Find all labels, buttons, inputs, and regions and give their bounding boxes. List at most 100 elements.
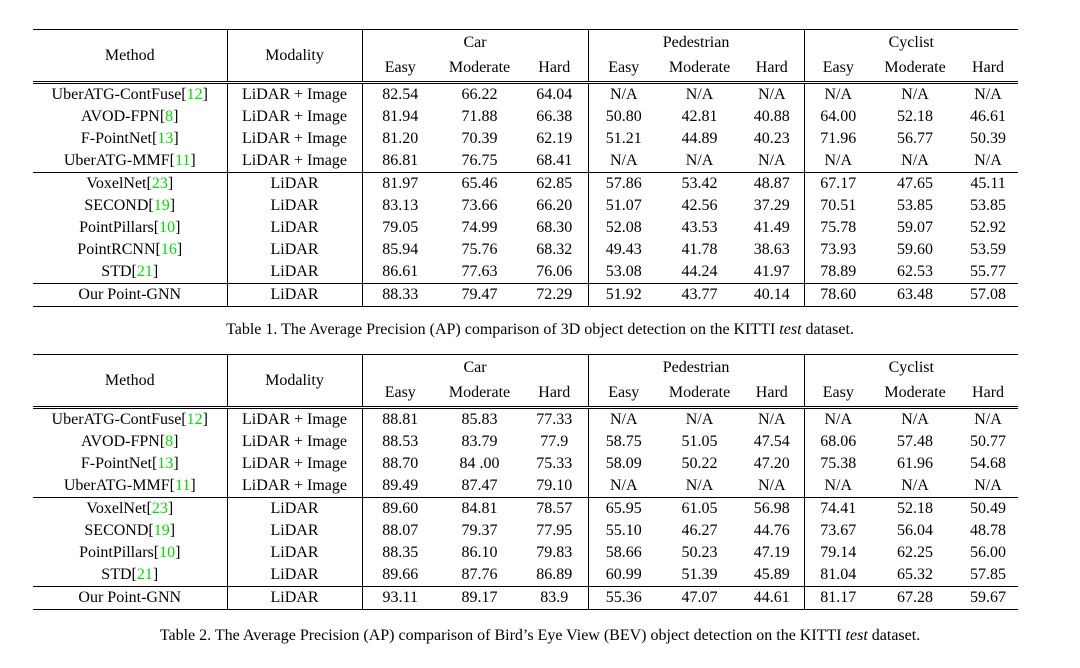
value-cell: 51.07 [587, 195, 660, 217]
value-cell: 68.06 [803, 431, 873, 453]
citation-ref[interactable]: 11 [174, 152, 191, 169]
value-cell: 81.97 [361, 172, 438, 195]
value-cell: 84 .00 [459, 455, 500, 472]
citation-ref[interactable]: 12 [186, 86, 203, 103]
value-cell: N/A [901, 152, 929, 169]
value-cell: 51.92 [587, 283, 660, 307]
value-cell: N/A [803, 82, 873, 106]
value-cell: N/A [803, 150, 873, 173]
citation-ref[interactable]: 8 [165, 108, 174, 125]
table-row: UberATG-ContFuse[12] LiDAR + Image 88.81 85… [33, 407, 1018, 431]
value-cell: 88.70 [361, 453, 438, 475]
citation-ref[interactable]: 13 [157, 130, 174, 147]
header-group-car: Car [361, 29, 589, 55]
table-row: UberATG-MMF[11] LiDAR + Image 89.49 87.47 79… [33, 475, 1018, 498]
value-cell: 47.54 [753, 433, 790, 450]
value-cell: 62.19 [536, 130, 573, 147]
citation-ref[interactable]: 23 [151, 175, 168, 192]
value-cell: 42.56 [681, 197, 718, 214]
citation-ref[interactable]: 10 [159, 219, 176, 236]
value-cell: 72.29 [521, 283, 589, 307]
value-cell: 79.37 [461, 522, 498, 539]
value-cell: 56.77 [897, 130, 934, 147]
method-cell: PointPillars[10] [79, 219, 181, 236]
value-cell: 78.57 [521, 497, 589, 520]
citation-ref[interactable]: 11 [174, 477, 191, 494]
value-cell: N/A [974, 86, 1002, 103]
value-cell: 53.42 [659, 172, 741, 195]
value-cell: 73.66 [461, 197, 498, 214]
value-cell: 51.39 [681, 566, 718, 583]
value-cell: 88.35 [361, 542, 438, 564]
value-cell: 76.06 [536, 263, 573, 280]
value-cell: 62.53 [897, 263, 934, 280]
modality-cell: LiDAR + Image [226, 453, 362, 475]
value-cell: N/A [803, 475, 873, 498]
modality-cell: LiDAR [226, 172, 362, 195]
method-cell: UberATG-MMF[11] [63, 477, 196, 494]
value-cell: 61.05 [659, 497, 741, 520]
value-cell: 70.39 [461, 130, 498, 147]
value-cell: 46.27 [681, 522, 718, 539]
value-cell: N/A [685, 477, 714, 494]
method-cell: VoxelNet[23] [33, 497, 227, 520]
value-cell: 42.81 [681, 108, 718, 125]
table-row: Our Point-GNN LiDAR 88.33 79.47 72.29 51.92 43… [33, 283, 1019, 307]
value-cell: N/A [757, 86, 786, 103]
header-modality: Modality [226, 354, 362, 409]
citation-ref[interactable]: 19 [153, 197, 170, 214]
value-cell: 79.14 [803, 542, 873, 564]
header-difficulty-hard: Hard [958, 55, 1019, 84]
modality-cell: LiDAR [226, 283, 362, 307]
method-cell: UberATG-MMF[11] [63, 152, 196, 169]
value-cell: 88.07 [361, 520, 438, 542]
table-row: AVOD-FPN[8] LiDAR + Image 81.94 71.88 66.38 5… [33, 106, 1018, 128]
value-cell: 52.92 [970, 219, 1007, 236]
caption-text: dataset. [867, 627, 921, 644]
value-cell: 93.11 [361, 586, 438, 610]
value-cell: 54.68 [970, 455, 1007, 472]
citation-ref[interactable]: 12 [186, 411, 203, 428]
value-cell: 43.77 [659, 283, 741, 307]
value-cell: 50.23 [681, 544, 718, 561]
value-cell: 51.21 [587, 128, 660, 150]
header-row-difficulties: Easy Moderate Hard Easy Moderate Hard Easy Mode… [33, 380, 1019, 409]
value-cell: 62.25 [897, 544, 934, 561]
header-difficulty-moderate: Moderate [872, 55, 959, 84]
table-2-body: UberATG-ContFuse[12] LiDAR + Image 88.81 85… [33, 407, 1019, 610]
header-group-cyclist: Cyclist [803, 354, 1019, 380]
value-cell: 49.43 [587, 239, 660, 261]
citation-ref[interactable]: 21 [136, 263, 153, 280]
citation-ref[interactable]: 21 [136, 566, 153, 583]
value-cell: 40.88 [753, 108, 790, 125]
table-3d-detection: Method Modality Car Pedestrian Cyclist Easy Mo… [33, 29, 1019, 307]
table-row: VoxelNet[23] LiDAR 81.97 65.46 62.85 57.86 53.… [33, 172, 1019, 195]
value-cell: 50.22 [681, 455, 718, 472]
value-cell: 82.54 [361, 82, 438, 106]
value-cell: N/A [685, 152, 714, 169]
citation-ref[interactable]: 19 [153, 522, 170, 539]
value-cell: 85.94 [361, 239, 438, 261]
value-cell: N/A [901, 477, 929, 494]
value-cell: 44.24 [681, 263, 718, 280]
value-cell: N/A [901, 411, 929, 428]
value-cell: 38.63 [753, 241, 790, 258]
citation-ref[interactable]: 13 [157, 455, 174, 472]
value-cell: 81.04 [803, 564, 873, 587]
citation-ref[interactable]: 8 [165, 433, 174, 450]
header-difficulty-easy: Easy [361, 55, 438, 84]
method-cell: UberATG-ContFuse[12] [51, 86, 208, 103]
citation-ref[interactable]: 10 [159, 544, 176, 561]
value-cell: N/A [757, 477, 786, 494]
value-cell: 77.9 [540, 433, 569, 450]
citation-ref[interactable]: 16 [160, 241, 177, 258]
header-method: Method [33, 354, 227, 409]
header-difficulty-hard: Hard [958, 380, 1019, 409]
method-cell: F-PointNet[13] [80, 455, 179, 472]
modality-cell: LiDAR [226, 217, 362, 239]
value-cell: 45.89 [753, 566, 790, 583]
table-row: SECOND[19] LiDAR 83.13 73.66 66.20 51.07 42.56… [33, 195, 1018, 217]
citation-ref[interactable]: 23 [151, 500, 168, 517]
value-cell: 75.78 [803, 217, 873, 239]
value-cell: 73.93 [803, 239, 873, 261]
